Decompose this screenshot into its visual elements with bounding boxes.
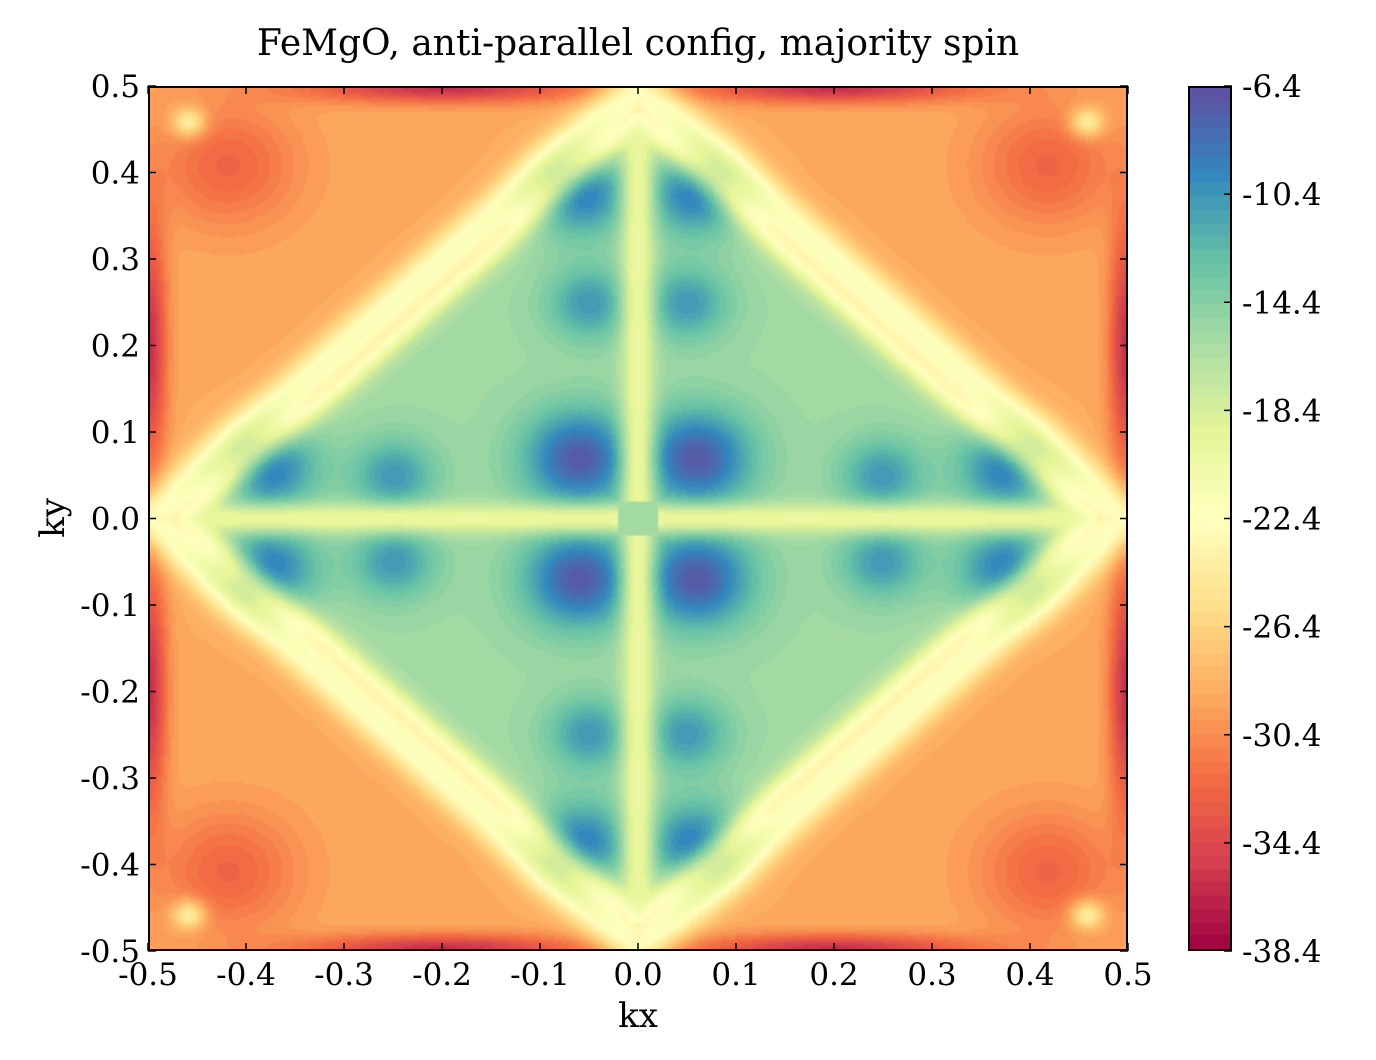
colorbar-tick-label: -34.4	[1242, 826, 1322, 862]
y-tick-label: -0.3	[80, 761, 140, 797]
heatmap-image	[150, 88, 1126, 949]
x-tick-label: -0.5	[118, 957, 178, 993]
chart-title: FeMgO, anti-parallel config, majority sp…	[256, 23, 1020, 64]
x-tick-label: -0.3	[314, 957, 374, 993]
x-tick-label: -0.2	[412, 957, 472, 993]
y-tick-label: -0.4	[80, 848, 140, 884]
x-tick-label: 0.4	[1005, 957, 1054, 993]
x-axis-label: kx	[618, 996, 658, 1036]
y-tick-label: 0.0	[91, 502, 140, 538]
x-tick-label: 0.3	[907, 957, 956, 993]
y-axis-label: ky	[33, 497, 73, 538]
colorbar-tick-label: -30.4	[1242, 718, 1322, 754]
x-tick-label: 0.2	[809, 957, 858, 993]
colorbar-tick-label: -6.4	[1242, 69, 1302, 105]
x-tick-label: 0.5	[1103, 957, 1152, 993]
y-tick-label: -0.5	[80, 934, 140, 970]
y-axis-ticks: 0.5 0.4 0.3 0.2 0.1 0.0 -0.1 -0.2 -0.3 -0.4 -0.5	[80, 69, 1128, 970]
x-tick-label: 0.1	[711, 957, 760, 993]
colorbar-tick-label: -26.4	[1242, 610, 1322, 646]
y-tick-label: 0.4	[91, 156, 140, 192]
x-tick-label: -0.1	[510, 957, 570, 993]
y-tick-label: -0.2	[80, 675, 140, 711]
y-tick-label: 0.3	[91, 242, 140, 278]
colorbar-tick-label: -18.4	[1242, 393, 1322, 429]
heatmap-plot-area	[148, 86, 1128, 951]
colorbar-gradient	[1190, 88, 1230, 949]
x-axis-ticks: -0.5 -0.4 -0.3 -0.2 -0.1 0.0 0.1 0.2 0.3 0.4 0.5	[118, 86, 1153, 993]
colorbar-ticks: -6.4 -10.4 -14.4 -18.4 -22.4 -26.4 -30.4 -34.4 -…	[1224, 69, 1322, 970]
y-tick-label: 0.5	[91, 69, 140, 105]
x-tick-label: -0.4	[216, 957, 276, 993]
colorbar-tick-label: -22.4	[1242, 502, 1322, 538]
y-tick-label: 0.1	[91, 415, 140, 451]
y-tick-label: -0.1	[80, 588, 140, 624]
colorbar-tick-label: -10.4	[1242, 177, 1322, 213]
colorbar	[1188, 86, 1232, 951]
y-tick-label: 0.2	[91, 329, 140, 365]
x-tick-label: 0.0	[613, 957, 662, 993]
colorbar-tick-label: -14.4	[1242, 285, 1322, 321]
colorbar-tick-label: -38.4	[1242, 934, 1322, 970]
